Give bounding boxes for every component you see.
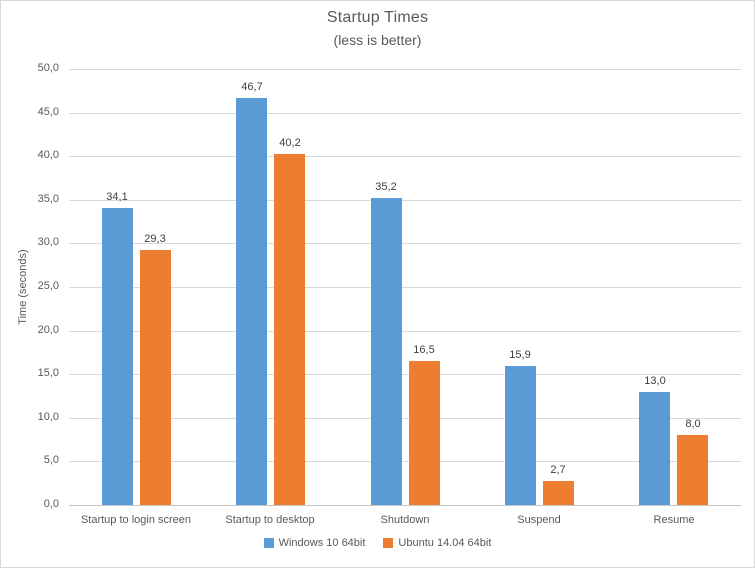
bar-ubuntu-14-04-64bit — [543, 481, 574, 505]
legend-swatch-icon — [383, 538, 394, 548]
gridline — [69, 287, 741, 288]
x-category-label: Startup to login screen — [80, 514, 192, 526]
y-tick-label: 10,0 — [37, 411, 59, 423]
x-axis-line — [69, 505, 741, 506]
bar-ubuntu-14-04-64bit — [409, 361, 440, 505]
y-tick-label: 50,0 — [37, 62, 59, 74]
data-label: 13,0 — [644, 375, 666, 387]
y-tick-label: 15,0 — [37, 367, 59, 379]
y-tick-label: 20,0 — [37, 324, 59, 336]
data-label: 34,1 — [106, 191, 128, 203]
data-label: 16,5 — [413, 344, 435, 356]
gridline — [69, 331, 741, 332]
chart-title: Startup Times — [326, 9, 429, 26]
data-label: 29,3 — [144, 233, 166, 245]
y-tick-label: 35,0 — [37, 193, 59, 205]
data-label: 40,2 — [279, 137, 301, 149]
y-tick-label: 5,0 — [43, 454, 59, 466]
bar-windows-10-64bit — [236, 98, 267, 505]
bar-windows-10-64bit — [102, 208, 133, 505]
bar-ubuntu-14-04-64bit — [274, 154, 305, 505]
y-tick-label: 0,0 — [43, 498, 59, 510]
x-category-label: Shutdown — [380, 514, 430, 526]
bar-windows-10-64bit — [505, 366, 536, 505]
bar-windows-10-64bit — [371, 198, 402, 505]
bar-windows-10-64bit — [639, 392, 670, 505]
bar-ubuntu-14-04-64bit — [140, 250, 171, 505]
data-label: 46,7 — [241, 81, 263, 93]
x-category-label: Startup to desktop — [225, 514, 315, 526]
gridline — [69, 156, 741, 157]
gridline — [69, 200, 741, 201]
data-label: 15,9 — [509, 349, 531, 361]
legend: Windows 10 64bit Ubuntu 14.04 64bit — [1, 537, 754, 549]
gridline — [69, 461, 741, 462]
data-label: 8,0 — [685, 418, 701, 430]
data-label: 2,7 — [550, 464, 566, 476]
bar-ubuntu-14-04-64bit — [677, 435, 708, 505]
legend-item: Windows 10 64bit — [263, 537, 366, 549]
gridline — [69, 113, 741, 114]
y-tick-label: 30,0 — [37, 236, 59, 248]
data-label: 35,2 — [375, 181, 397, 193]
y-tick-label: 40,0 — [37, 149, 59, 161]
gridline — [69, 243, 741, 244]
gridline — [69, 69, 741, 70]
y-tick-label: 25,0 — [37, 280, 59, 292]
legend-swatch-icon — [263, 538, 274, 548]
legend-item: Ubuntu 14.04 64bit — [383, 537, 491, 549]
gridline — [69, 418, 741, 419]
chart-subtitle: (less is better) — [333, 32, 422, 48]
legend-label: Ubuntu 14.04 64bit — [398, 537, 492, 549]
x-category-label: Resume — [653, 514, 695, 526]
x-category-label: Suspend — [517, 514, 561, 526]
y-tick-label: 45,0 — [37, 106, 59, 118]
legend-label: Windows 10 64bit — [278, 537, 366, 549]
gridline — [69, 374, 741, 375]
